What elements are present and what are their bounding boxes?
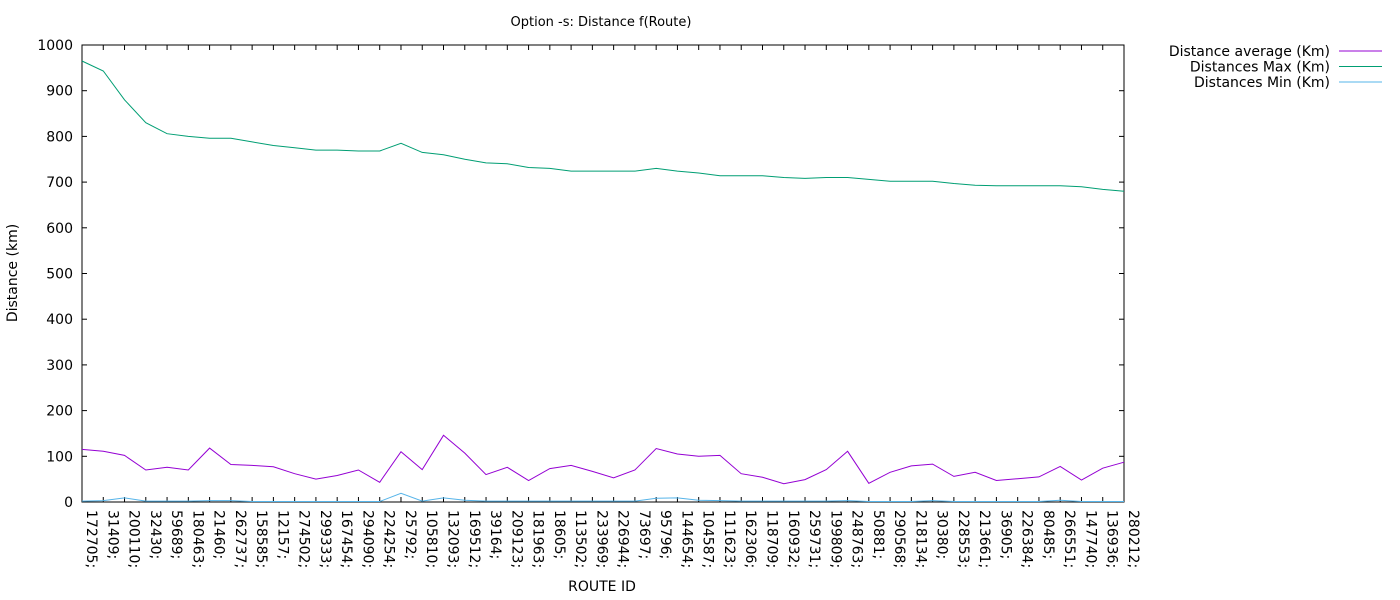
x-axis-label: ROUTE ID	[568, 579, 636, 595]
x-tick-label: 200110;	[126, 510, 142, 568]
x-axis: 172705; 31409; 200110; 32430; 59689; 180463; 2…	[81, 45, 1141, 568]
plot-area	[81, 44, 1125, 503]
x-tick-label: 111623;	[721, 510, 737, 568]
y-tick-label: 900	[46, 84, 73, 100]
x-tick-label: 73697;	[636, 510, 652, 559]
x-tick-label: 31409;	[104, 510, 120, 559]
x-tick-label: 259731;	[806, 510, 822, 568]
x-tick-label: 113502;	[572, 510, 588, 568]
x-tick-label: 209123;	[508, 510, 524, 568]
x-tick-label: 118709;	[763, 510, 779, 568]
y-tick-label: 400	[46, 312, 73, 328]
x-tick-label: 12157;	[274, 510, 290, 559]
x-tick-label: 147740;	[1082, 510, 1098, 568]
x-tick-label: 136936;	[1104, 510, 1120, 568]
x-tick-label: 266551;	[1061, 510, 1077, 568]
y-axis-label: Distance (km)	[5, 224, 21, 322]
x-tick-label: 290568;	[891, 510, 907, 568]
x-tick-label: 18605;	[551, 510, 567, 559]
x-tick-label: 224254;	[381, 510, 397, 568]
x-tick-label: 169512;	[466, 510, 482, 568]
x-tick-label: 167454;	[338, 510, 354, 568]
y-tick-label: 800	[46, 129, 73, 145]
y-axis: 0 100 200 300 400 500 600 700 800 900 1000	[37, 38, 1124, 511]
x-tick-label: 162306;	[742, 510, 758, 568]
x-tick-label: 158585;	[253, 510, 269, 568]
series-line-1	[81, 60, 1125, 192]
x-tick-label: 274502;	[296, 510, 312, 568]
x-tick-label: 299333;	[317, 510, 333, 568]
y-tick-label: 100	[46, 449, 73, 465]
x-tick-label: 25792;	[402, 510, 418, 559]
x-tick-label: 226384;	[1019, 510, 1035, 568]
chart-title: Option -s: Distance f(Route)	[511, 15, 692, 30]
x-tick-label: 262737;	[232, 510, 248, 568]
legend-label: Distances Min (Km)	[1194, 75, 1330, 91]
x-tick-label: 213661;	[976, 510, 992, 568]
x-tick-label: 160932;	[785, 510, 801, 568]
x-tick-label: 172705;	[83, 510, 99, 568]
x-tick-label: 199809;	[827, 510, 843, 568]
x-tick-label: 105810;	[423, 510, 439, 568]
y-tick-label: 600	[46, 221, 73, 237]
legend-label: Distance average (Km)	[1169, 44, 1330, 60]
y-tick-label: 500	[46, 267, 73, 283]
series-line-2	[81, 492, 1124, 502]
x-tick-label: 32430;	[147, 510, 163, 559]
x-tick-label: 95796;	[657, 510, 673, 559]
x-tick-label: 180463;	[189, 510, 205, 568]
x-tick-label: 21460;	[211, 510, 227, 559]
y-tick-label: 0	[64, 495, 73, 511]
x-tick-label: 218134;	[912, 510, 928, 568]
x-tick-label: 30380;	[934, 510, 950, 559]
y-tick-label: 700	[46, 175, 73, 191]
x-tick-label: 144654;	[678, 510, 694, 568]
y-tick-label: 1000	[37, 38, 73, 54]
series-line-0	[81, 434, 1125, 485]
x-tick-label: 59689;	[168, 510, 184, 559]
x-tick-label: 181963;	[530, 510, 546, 568]
x-tick-label: 39164;	[487, 510, 503, 559]
x-tick-label: 132093;	[445, 510, 461, 568]
series-lines	[81, 60, 1125, 502]
x-tick-label: 226944;	[615, 510, 631, 568]
x-tick-label: 80485;	[1040, 510, 1056, 559]
x-tick-label: 228553;	[955, 510, 971, 568]
x-tick-label: 248763;	[849, 510, 865, 568]
x-tick-label: 280212;	[1125, 510, 1141, 568]
legend: Distance average (Km)Distances Max (Km)D…	[1169, 44, 1382, 91]
y-tick-label: 300	[46, 358, 73, 374]
x-tick-label: 36905;	[997, 510, 1013, 559]
y-tick-label: 200	[46, 404, 73, 420]
x-tick-label: 233969;	[593, 510, 609, 568]
x-tick-label: 50881;	[870, 510, 886, 559]
x-tick-label: 104587;	[700, 510, 716, 568]
x-tick-label: 294090;	[359, 510, 375, 568]
legend-label: Distances Max (Km)	[1190, 60, 1330, 76]
